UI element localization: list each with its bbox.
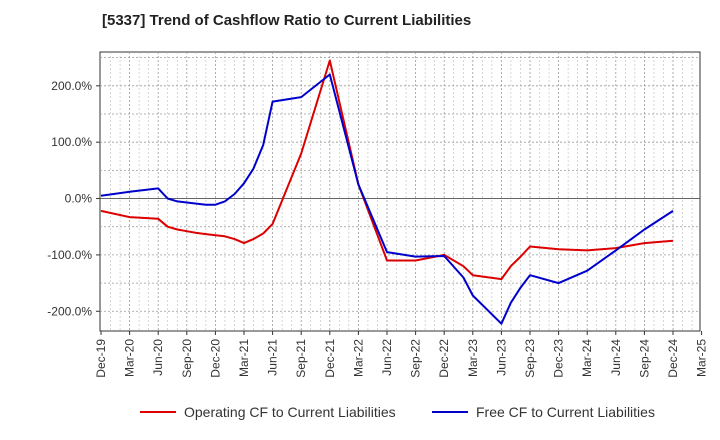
x-tick-label: Mar-23	[466, 339, 480, 377]
x-tick-label: Dec-22	[437, 339, 451, 378]
legend-swatch-operating-cf	[140, 411, 176, 413]
x-tick-label: Sep-20	[180, 339, 194, 378]
x-tick-label: Jun-20	[151, 339, 165, 376]
legend-item-operating-cf: Operating CF to Current Liabilities	[140, 404, 396, 420]
legend-label-operating-cf: Operating CF to Current Liabilities	[184, 404, 396, 420]
x-tick-label: Dec-23	[552, 339, 566, 378]
x-tick-label: Dec-21	[323, 339, 337, 378]
x-tick-label: Sep-23	[523, 339, 537, 378]
x-tick-label: Dec-19	[94, 339, 108, 378]
series-line-operating-cf	[100, 59, 674, 281]
chart-title: [5337] Trend of Cashflow Ratio to Curren…	[102, 12, 472, 29]
x-tick-label: Mar-24	[580, 339, 594, 377]
x-tick-label: Sep-21	[294, 339, 308, 378]
x-tick-label: Jun-24	[609, 339, 623, 376]
x-tick-label: Sep-24	[637, 339, 651, 378]
x-tick-label: Mar-25	[695, 339, 709, 377]
plot-area	[99, 51, 701, 332]
legend-swatch-free-cf	[432, 411, 468, 413]
x-tick-label: Jun-21	[266, 339, 280, 376]
x-tick-label: Mar-21	[237, 339, 251, 377]
x-tick-label: Dec-20	[208, 339, 222, 378]
x-tick-label: Jun-22	[380, 339, 394, 376]
legend-item-free-cf: Free CF to Current Liabilities	[432, 404, 655, 420]
legend-label-free-cf: Free CF to Current Liabilities	[476, 404, 655, 420]
y-tick-label: -200.0%	[47, 304, 92, 318]
x-tick-label: Mar-20	[123, 339, 137, 377]
y-tick-label: 200.0%	[51, 79, 92, 93]
y-tick-label: 100.0%	[51, 135, 92, 149]
series-line-free-cf	[100, 73, 674, 325]
y-tick-label: 0.0%	[65, 192, 93, 206]
x-tick-label: Mar-22	[351, 339, 365, 377]
y-tick-label: -100.0%	[47, 248, 92, 262]
x-tick-label: Dec-24	[666, 339, 680, 378]
x-tick-label: Sep-22	[409, 339, 423, 378]
x-tick-label: Jun-23	[494, 339, 508, 376]
